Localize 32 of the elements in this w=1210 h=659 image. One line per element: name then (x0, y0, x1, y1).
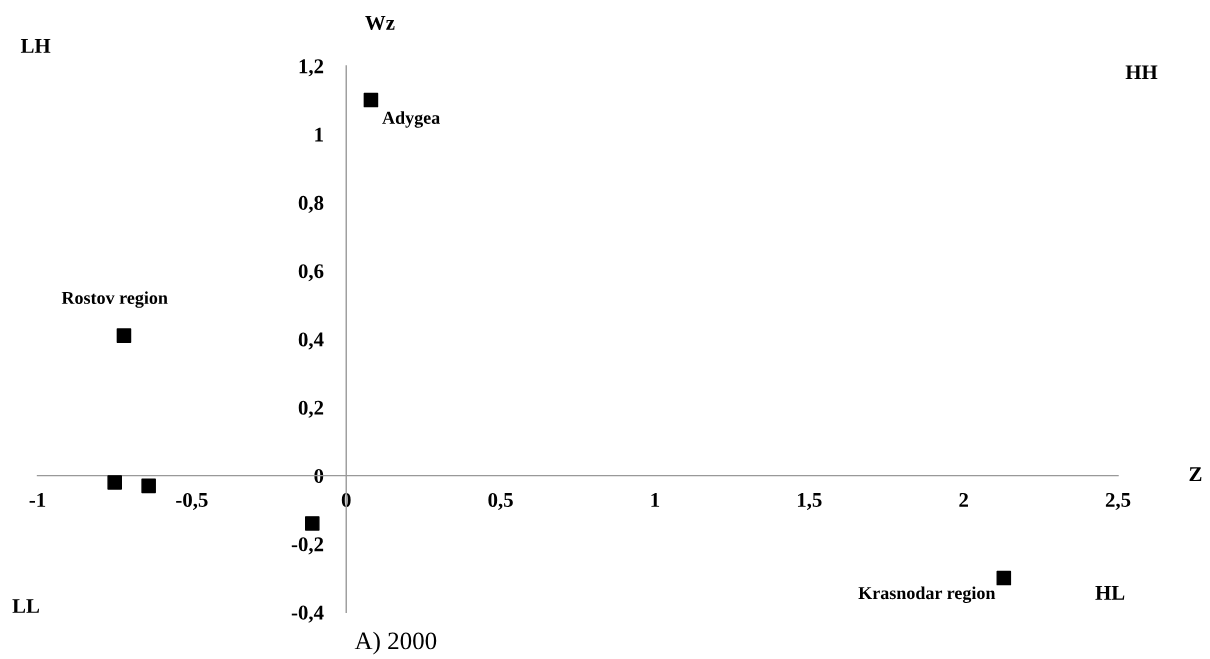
annotation: LL (12, 599, 40, 613)
y-tick-label: 1,2 (299, 59, 324, 77)
annotation: Adygea (382, 111, 440, 128)
point (363, 92, 379, 108)
y-tick-label: 0,8 (298, 195, 324, 213)
point (304, 516, 320, 531)
text: A) 2000 (354, 631, 437, 655)
text: LH (20, 39, 51, 53)
text: HH (1125, 65, 1158, 80)
x-tick-label: -1 (29, 493, 46, 507)
x-tick-label: 0 (341, 492, 351, 507)
y-axis-title: Wz (365, 16, 395, 30)
x-tick-label: 0,5 (488, 492, 513, 510)
x-axis-title: Z (1189, 467, 1202, 482)
y-tick-label: -0,4 (291, 605, 324, 623)
annotation: HL (1095, 586, 1125, 600)
annotation: Rostov region (61, 291, 168, 308)
x-tick-label: -0,5 (176, 492, 208, 510)
y-tick-label: 0,6 (298, 264, 324, 282)
annotation: Krasnodar region (858, 586, 996, 603)
y-tick-label: 0,2 (298, 400, 324, 418)
y-tick-label: 1 (315, 127, 323, 142)
point (116, 328, 132, 343)
x-tick-label: 1,5 (797, 493, 822, 510)
x-tick-label: 2,5 (1105, 492, 1131, 510)
point (996, 570, 1012, 586)
point (141, 478, 156, 494)
point (107, 475, 122, 490)
y-tick-label: 0,4 (298, 332, 324, 350)
x-tick-label: 1 (651, 493, 660, 507)
y-tick-label: -0,2 (291, 537, 324, 555)
x-tick-label: 2 (959, 492, 968, 507)
